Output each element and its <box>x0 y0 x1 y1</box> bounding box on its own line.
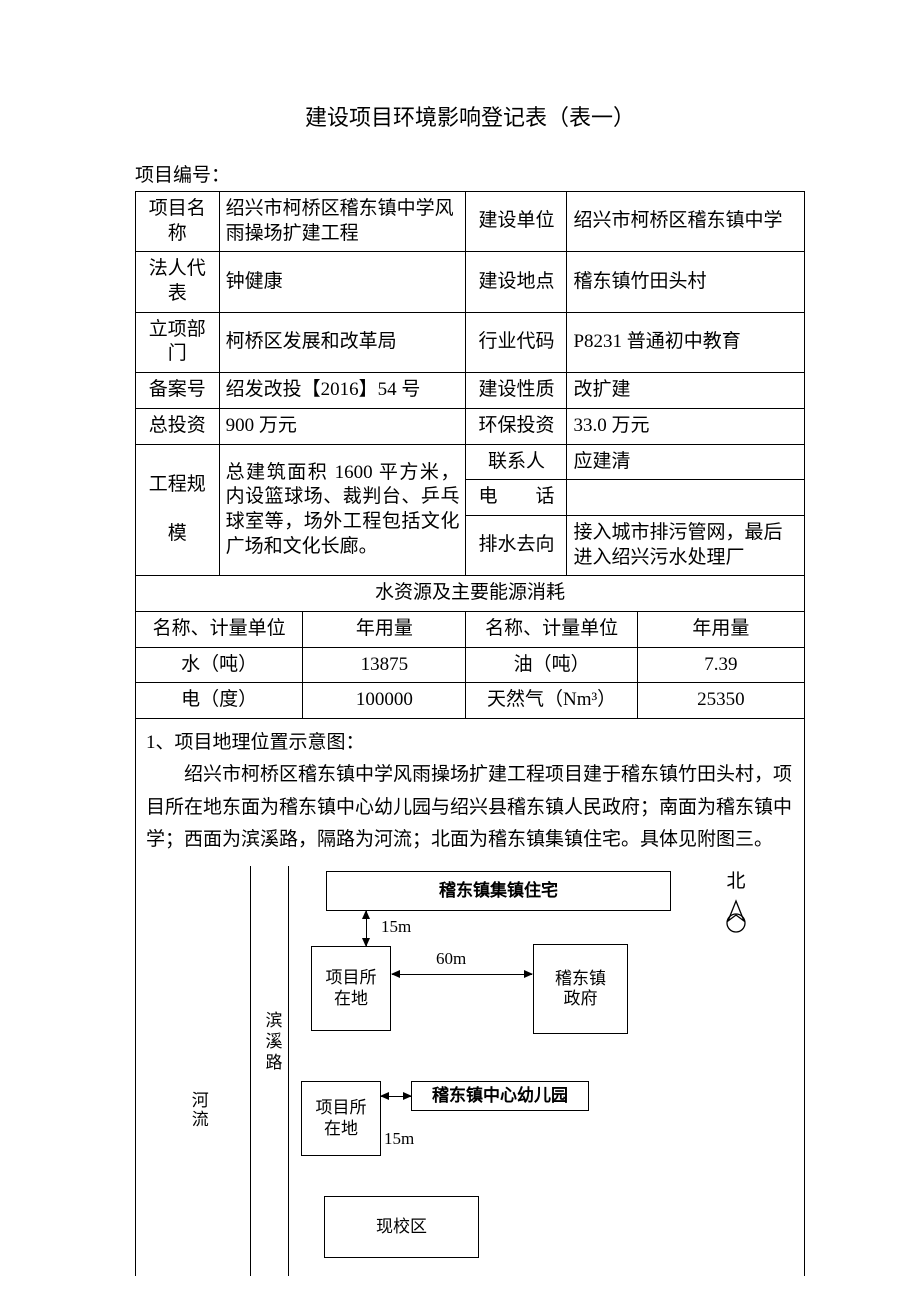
value-construction-unit: 绍兴市柯桥区稽东镇中学 <box>567 192 805 252</box>
resource-cell: 天然气（Nm³） <box>466 683 637 719</box>
value-approval-dept: 柯桥区发展和改革局 <box>219 312 466 372</box>
distance-label-60m: 60m <box>436 948 466 970</box>
distance-arrow-kindergarten <box>381 1096 411 1097</box>
road-line-right <box>288 866 289 1276</box>
value-phone <box>567 480 805 516</box>
label-construction-nature: 建设性质 <box>466 373 567 409</box>
distance-arrow-60m <box>392 974 532 975</box>
value-project-name: 绍兴市柯桥区稽东镇中学风雨操场扩建工程 <box>219 192 466 252</box>
distance-label-15m-south: 15m <box>384 1128 414 1150</box>
value-filing-no: 绍发改投【2016】54 号 <box>219 373 466 409</box>
road-label: 滨溪路 <box>259 1011 279 1082</box>
label-industry-code: 行业代码 <box>466 312 567 372</box>
site-box-1: 项目所 在地 <box>311 946 391 1031</box>
distance-label-15m: 15m <box>381 916 411 938</box>
value-scale: 总建筑面积 1600 平方米，内设篮球场、裁判台、乒乓球室等，场外工程包括文化广… <box>219 444 466 576</box>
resource-cell: 100000 <box>303 683 466 719</box>
value-env-investment: 33.0 万元 <box>567 408 805 444</box>
value-total-investment: 900 万元 <box>219 408 466 444</box>
value-contact: 应建清 <box>567 444 805 480</box>
resource-cell: 水（吨） <box>136 647 303 683</box>
table-row: 立项部门 柯桥区发展和改革局 行业代码 P8231 普通初中教育 <box>136 312 805 372</box>
resources-header: 水资源及主要能源消耗 <box>136 576 805 612</box>
label-legal-rep: 法人代表 <box>136 252 220 312</box>
resources-col-name: 名称、计量单位 <box>136 611 303 647</box>
label-phone: 电 话 <box>466 480 567 516</box>
table-row: 水（吨） 13875 油（吨） 7.39 <box>136 647 805 683</box>
project-number-label: 项目编号： <box>135 160 805 187</box>
table-row: 电（度） 100000 天然气（Nm³） 25350 <box>136 683 805 719</box>
resource-cell: 25350 <box>637 683 804 719</box>
resource-cell: 7.39 <box>637 647 804 683</box>
table-row: 项目名称 绍兴市柯桥区稽东镇中学风雨操场扩建工程 建设单位 绍兴市柯桥区稽东镇中… <box>136 192 805 252</box>
label-filing-no: 备案号 <box>136 373 220 409</box>
label-project-name: 项目名称 <box>136 192 220 252</box>
distance-arrow-15m-north <box>366 911 367 946</box>
gov-box: 稽东镇 政府 <box>533 944 628 1034</box>
table-row: 法人代表 钟健康 建设地点 稽东镇竹田头村 <box>136 252 805 312</box>
value-industry-code: P8231 普通初中教育 <box>567 312 805 372</box>
narrative-body: 绍兴市柯桥区稽东镇中学风雨操场扩建工程项目建于稽东镇竹田头村，项目所在地东面为稽… <box>146 759 794 856</box>
label-construction-unit: 建设单位 <box>466 192 567 252</box>
resources-col-annual: 年用量 <box>303 611 466 647</box>
resource-cell: 电（度） <box>136 683 303 719</box>
river-label: 河流 <box>186 1091 206 1136</box>
resource-cell: 13875 <box>303 647 466 683</box>
label-location: 建设地点 <box>466 252 567 312</box>
narrative-section: 1、项目地理位置示意图： 绍兴市柯桥区稽东镇中学风雨操场扩建工程项目建于稽东镇竹… <box>136 719 804 866</box>
table-row: 备案号 绍发改投【2016】54 号 建设性质 改扩建 <box>136 373 805 409</box>
narrative-heading: 1、项目地理位置示意图： <box>146 727 794 759</box>
label-total-investment: 总投资 <box>136 408 220 444</box>
resources-col-annual-2: 年用量 <box>637 611 804 647</box>
table-row: 总投资 900 万元 环保投资 33.0 万元 <box>136 408 805 444</box>
table-row: 名称、计量单位 年用量 名称、计量单位 年用量 <box>136 611 805 647</box>
table-row: 工程规 模 总建筑面积 1600 平方米，内设篮球场、裁判台、乒乓球室等，场外工… <box>136 444 805 480</box>
label-drainage: 排水去向 <box>466 515 567 575</box>
kindergarten-box: 稽东镇中心幼儿园 <box>411 1081 589 1111</box>
value-drainage: 接入城市排污管网，最后进入绍兴污水处理厂 <box>567 515 805 575</box>
resource-cell: 油（吨） <box>466 647 637 683</box>
north-residential-box: 稽东镇集镇住宅 <box>326 871 671 911</box>
road-line-left <box>250 866 251 1276</box>
label-env-investment: 环保投资 <box>466 408 567 444</box>
label-approval-dept: 立项部门 <box>136 312 220 372</box>
site-box-2: 项目所 在地 <box>301 1081 381 1156</box>
value-location: 稽东镇竹田头村 <box>567 252 805 312</box>
location-diagram: 河流 滨溪路 稽东镇集镇住宅 北 15m <box>136 866 804 1276</box>
value-legal-rep: 钟健康 <box>219 252 466 312</box>
resources-col-name-2: 名称、计量单位 <box>466 611 637 647</box>
label-contact: 联系人 <box>466 444 567 480</box>
table-row: 1、项目地理位置示意图： 绍兴市柯桥区稽东镇中学风雨操场扩建工程项目建于稽东镇竹… <box>136 719 805 1277</box>
table-row: 水资源及主要能源消耗 <box>136 576 805 612</box>
page-title: 建设项目环境影响登记表（表一） <box>135 100 805 132</box>
label-scale: 工程规 模 <box>136 444 220 576</box>
registration-table: 项目名称 绍兴市柯桥区稽东镇中学风雨操场扩建工程 建设单位 绍兴市柯桥区稽东镇中… <box>135 191 805 1276</box>
value-construction-nature: 改扩建 <box>567 373 805 409</box>
compass-icon: 北 <box>716 870 756 935</box>
campus-box: 现校区 <box>324 1196 479 1258</box>
